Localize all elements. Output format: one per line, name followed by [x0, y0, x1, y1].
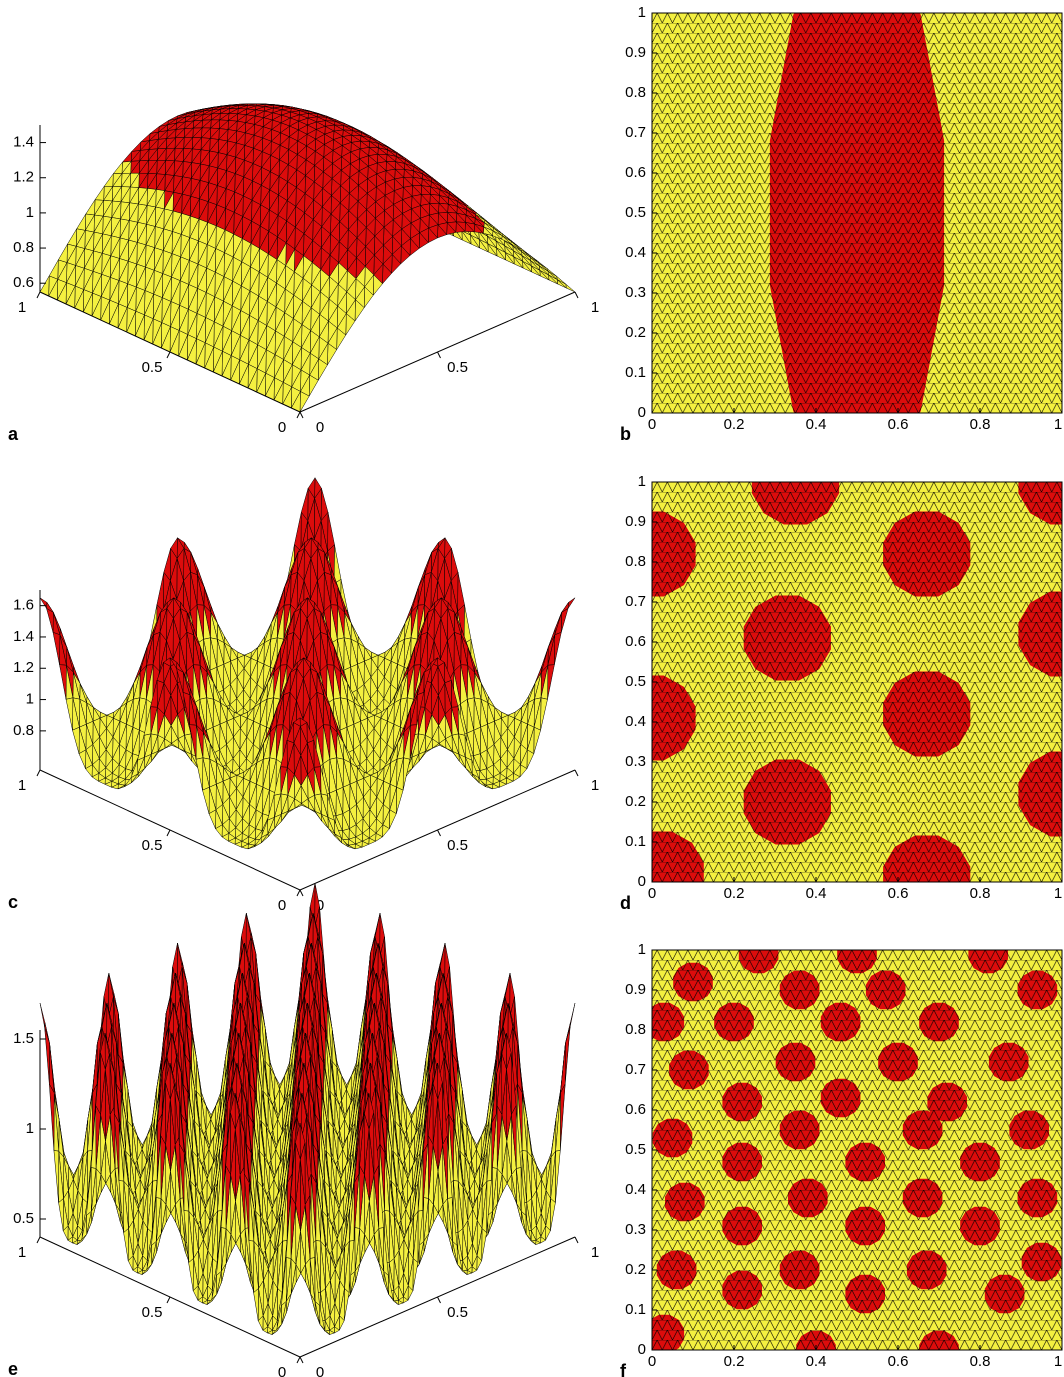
surface-facet: [86, 200, 95, 215]
x-tick-label: 0.2: [724, 416, 745, 433]
z-tick-label: 1: [26, 204, 34, 221]
surface-facet: [464, 605, 471, 644]
x-tick-label: 1: [591, 299, 599, 316]
y-tick-label: 0.2: [625, 324, 646, 341]
x-tick-label: 1: [1054, 416, 1062, 433]
surface-facet: [73, 727, 80, 754]
y-tick-label: 1: [638, 4, 646, 21]
x-tick: [575, 292, 578, 298]
y-tick-label: 0: [638, 404, 646, 421]
x-tick-label: 0.8: [970, 416, 991, 433]
surface-facet: [191, 552, 198, 574]
x-tick-label: 0: [316, 419, 324, 436]
surface-facet: [561, 608, 568, 632]
z-tick-label: 1.4: [13, 134, 34, 151]
surface-facet: [396, 787, 403, 814]
x-tick-label: 0.6: [888, 416, 909, 433]
surface: [40, 478, 575, 849]
x-tick-label: 0.4: [806, 416, 827, 433]
surface-facet: [47, 608, 54, 632]
z-tick-label: 0.8: [13, 239, 34, 256]
figure: 0.6 0.8 1 1.2 1.4 0 0.5 1 0 0.5 1 a 0 0.1 0.2 0.3 0.4 0.5…: [0, 0, 1064, 1377]
surface-facet: [77, 214, 86, 230]
mesh-plot: [652, 0, 1062, 484]
surface-facet: [334, 545, 341, 584]
surface-facet: [53, 632, 60, 664]
surface-facet: [53, 612, 60, 634]
y-tick: [297, 412, 300, 418]
surface-facet: [157, 572, 164, 611]
y-tick-label: 0.1: [625, 364, 646, 381]
surface-facet: [294, 512, 301, 551]
z-tick-label: 0.6: [13, 274, 34, 291]
y-tick-label: 0.6: [625, 164, 646, 181]
surface-facet: [132, 142, 141, 152]
panel-label: b: [620, 424, 631, 444]
surface-facet: [203, 787, 210, 814]
y-tick-label: 0: [278, 419, 286, 436]
surface-facet: [113, 162, 122, 174]
surface-facet: [554, 632, 561, 664]
y-tick: [167, 352, 170, 358]
y-tick-label: 0.8: [625, 84, 646, 101]
surface-facet: [566, 284, 575, 292]
x-tick-label: 0: [648, 416, 656, 433]
surface-facet: [568, 598, 575, 609]
y-tick-label: 0.9: [625, 44, 646, 61]
y-tick-label: 1: [18, 299, 26, 316]
surface-facet: [534, 727, 541, 754]
surface-facet: [555, 612, 562, 634]
y-tick-label: 0.7: [625, 124, 646, 141]
y-tick-label: 0.5: [142, 359, 163, 376]
x-tick-label: 0.5: [447, 359, 468, 376]
surface-facet: [104, 174, 113, 187]
surface-facet: [40, 598, 47, 609]
surface-facet: [58, 244, 67, 263]
surface-facet: [548, 665, 555, 700]
y-tick-label: 0.3: [625, 284, 646, 301]
surface-facet: [95, 186, 104, 200]
surface-facet: [541, 698, 548, 730]
y-tick-label: 0.5: [625, 204, 646, 221]
surface-facet: [123, 152, 132, 163]
x-tick: [300, 412, 303, 418]
z-tick-label: 1.2: [13, 169, 34, 186]
mesh-overlay: [652, 13, 1062, 413]
panel-label: a: [8, 424, 19, 444]
surface-facet: [425, 552, 432, 574]
y-tick: [37, 292, 40, 298]
x-tick: [438, 352, 441, 358]
surface-facet: [68, 229, 77, 247]
surface-facet: [60, 665, 67, 700]
surface-facet: [196, 758, 203, 790]
surface-facet: [66, 698, 73, 730]
surface: [40, 104, 575, 412]
y-tick-label: 0.4: [625, 244, 646, 261]
surface-facet: [403, 758, 410, 790]
